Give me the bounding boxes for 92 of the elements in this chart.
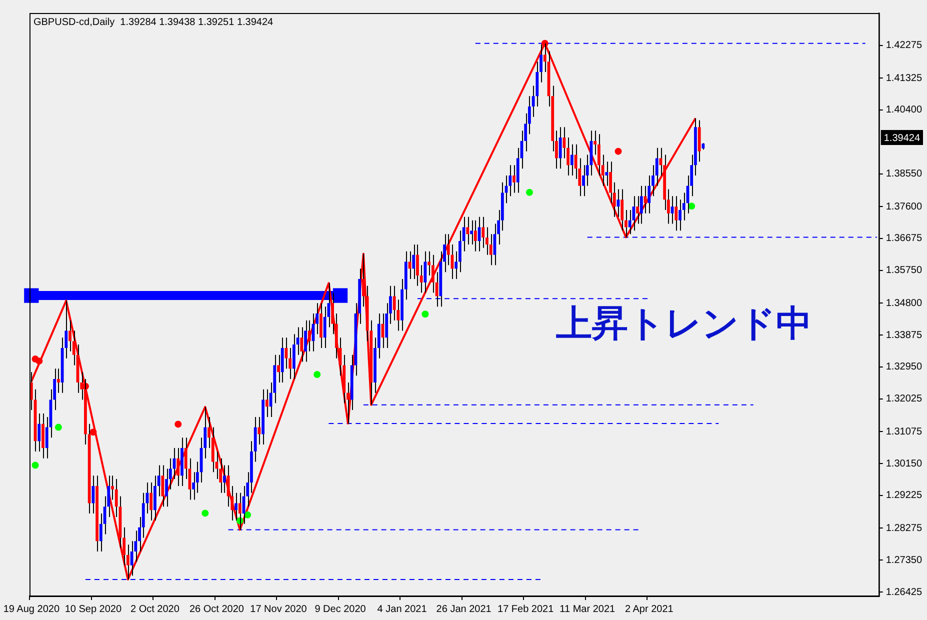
point — [202, 510, 209, 517]
x-tick-label: 26 Jan 2021 — [436, 604, 492, 615]
text: 1.39424 — [884, 132, 920, 144]
candlestick — [111, 475, 114, 500]
candlestick — [176, 448, 180, 486]
x-tick-label: 2 Oct 2020 — [130, 604, 180, 615]
y-tick-label: 1.30150 — [886, 458, 922, 470]
x-tick-label: 9 Dec 2020 — [314, 604, 366, 615]
x-tick-label: 26 Oct 2020 — [189, 604, 244, 615]
candlestick — [412, 244, 416, 280]
point — [688, 202, 696, 210]
candlestick — [392, 285, 396, 321]
candlestick — [300, 326, 304, 362]
y-tick-label: 1.38550 — [886, 168, 922, 180]
point — [526, 188, 533, 196]
y-tick-label: 1.34800 — [886, 298, 922, 309]
candlestick — [416, 244, 419, 286]
y-tick-label: 1.32025 — [886, 394, 922, 405]
chart-title: GBPUSD-cd,Daily 1.39284 1.39438 1.39251 1.39424 — [33, 16, 274, 28]
point — [332, 288, 348, 303]
y-tick-label: 1.32950 — [886, 362, 922, 373]
candlestick — [609, 161, 612, 204]
y-tick-label: 1.42275 — [886, 40, 922, 52]
candlestick — [265, 388, 268, 418]
y-tick-label: 1.26425 — [886, 586, 922, 598]
x-tick-label: 2 Apr 2021 — [624, 604, 674, 615]
y-tick-label: 1.41325 — [886, 72, 922, 84]
candlestick — [92, 475, 95, 514]
candlestick — [648, 174, 651, 214]
y-tick-label: 1.28275 — [886, 522, 922, 534]
candlestick — [636, 196, 640, 224]
candlestick — [323, 306, 326, 348]
candlestick — [226, 464, 230, 508]
candlestick — [192, 472, 196, 500]
candlestick — [632, 196, 636, 232]
x-tick-label: 4 Jan 2021 — [377, 604, 428, 615]
point — [314, 371, 321, 378]
annotation: 上昇トレンド中 — [556, 303, 812, 344]
x-tick-label: 17 Nov 2020 — [250, 604, 308, 615]
x-tick-label: 17 Feb 2021 — [498, 604, 554, 615]
candlestick — [446, 234, 450, 266]
candlestick — [570, 144, 574, 176]
candlestick — [512, 164, 516, 194]
candlestick — [628, 209, 632, 235]
point — [422, 310, 429, 318]
candlestick — [678, 199, 682, 232]
candlestick — [558, 126, 562, 170]
candlestick — [277, 354, 280, 383]
point — [90, 428, 97, 436]
point — [36, 358, 43, 365]
candlestick — [582, 164, 585, 197]
point — [54, 424, 62, 431]
candlestick — [431, 254, 434, 294]
x-tick-label: 19 Aug 2020 — [3, 604, 60, 615]
candlestick — [238, 492, 242, 530]
candlestick — [482, 216, 485, 248]
point — [24, 288, 39, 303]
candlestick — [150, 482, 153, 521]
candlestick — [620, 188, 624, 232]
candlestick — [234, 492, 238, 521]
y-tick-label: 1.36675 — [886, 233, 922, 244]
candlestick — [114, 478, 118, 518]
candlestick — [308, 320, 311, 352]
candlestick — [362, 253, 365, 308]
candlestick — [68, 320, 72, 352]
point — [32, 462, 39, 469]
y-tick-label: 1.29225 — [886, 490, 922, 502]
candlestick — [470, 220, 473, 245]
candlestick — [605, 161, 608, 186]
candlestick — [598, 134, 600, 176]
candlestick — [674, 196, 678, 232]
candlestick — [165, 468, 168, 508]
candlestick — [640, 185, 643, 224]
point — [244, 511, 252, 518]
x-tick-label: 10 Sep 2020 — [64, 604, 122, 615]
candlestick — [161, 464, 164, 508]
candlestick — [474, 220, 477, 252]
candlestick — [223, 464, 226, 494]
y-tick-label: 1.33875 — [886, 330, 922, 341]
y-tick-label: 1.27350 — [886, 554, 922, 566]
candlestick — [466, 216, 470, 245]
y-tick-label: 1.37600 — [886, 201, 922, 212]
y-tick-label: 1.31075 — [886, 426, 922, 438]
y-tick-label: 1.40400 — [886, 104, 922, 116]
candlestick — [304, 320, 307, 362]
candlestick — [56, 368, 60, 394]
point — [174, 420, 182, 428]
point — [614, 148, 622, 155]
candlestick — [38, 413, 41, 452]
candlestick — [420, 264, 423, 294]
y-tick-label: 1.35750 — [886, 265, 922, 276]
x-tick-label: 11 Mar 2021 — [560, 604, 616, 615]
